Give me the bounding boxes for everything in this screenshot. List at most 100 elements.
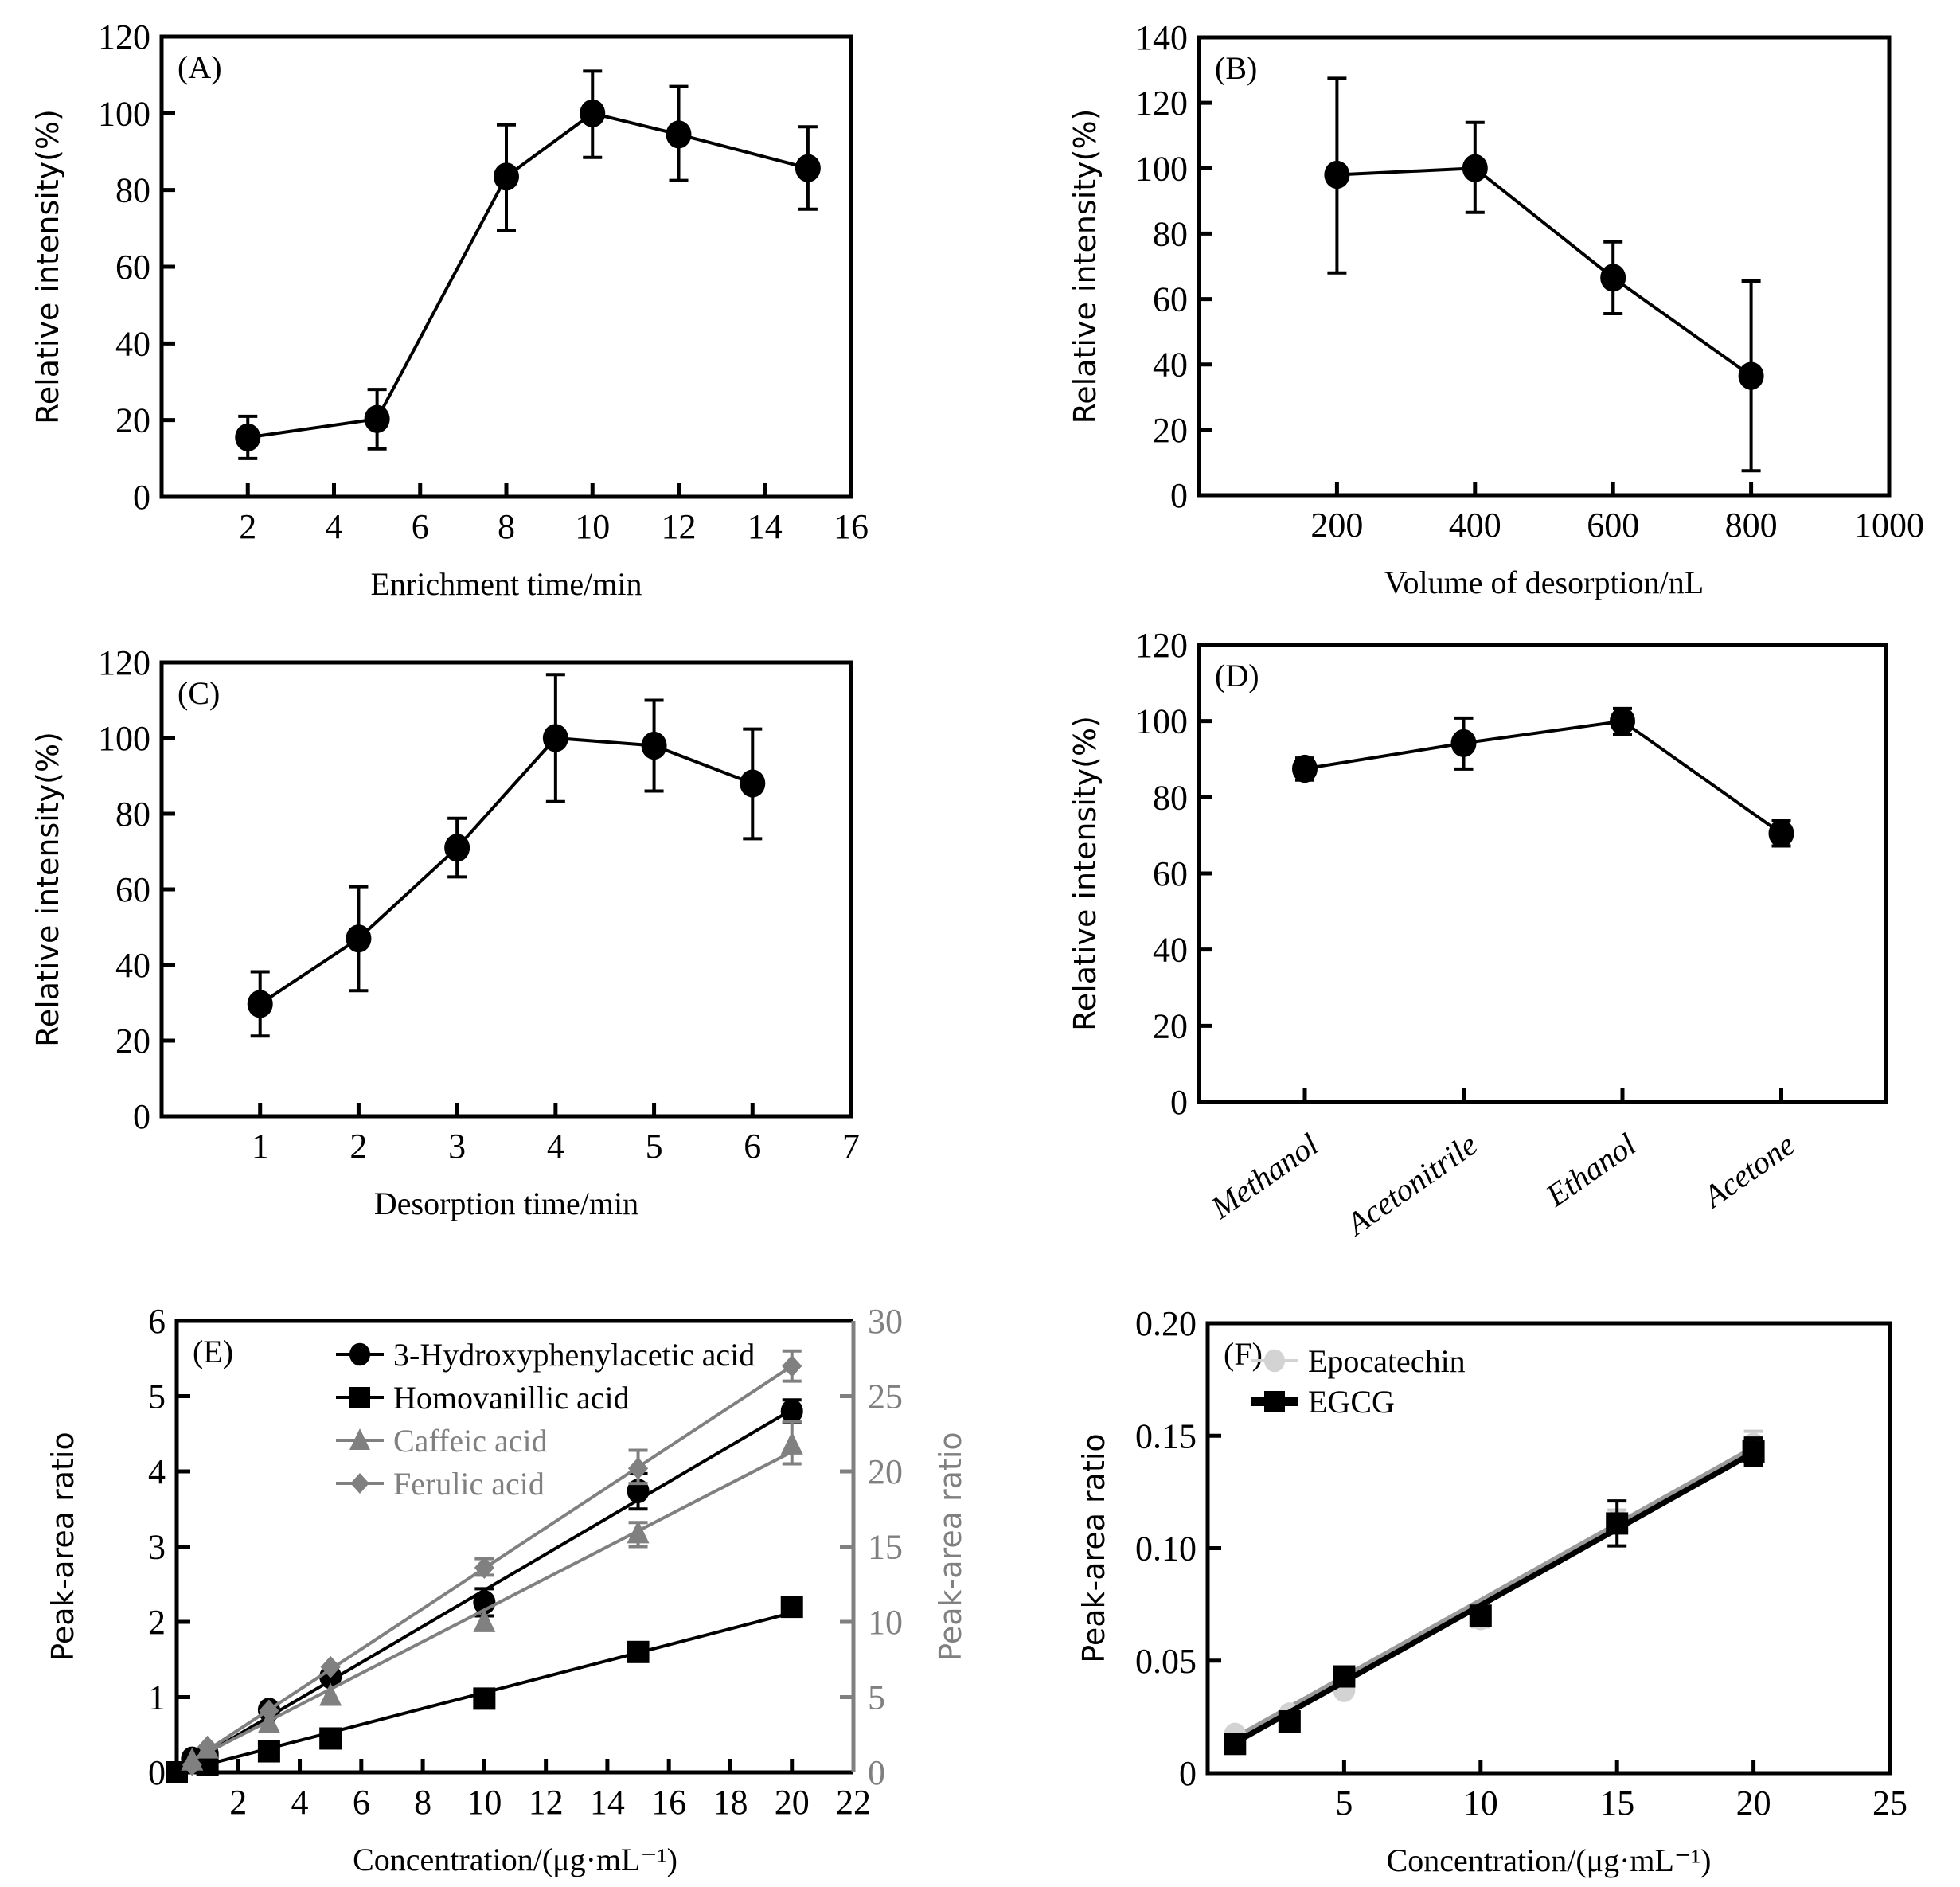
data-point (542, 724, 568, 752)
x-category-label: Acetone (1695, 1127, 1802, 1216)
data-point (444, 834, 470, 862)
legend-label: Homovanillic acid (393, 1380, 630, 1416)
y-tick-label: 40 (115, 324, 150, 363)
x-tick-label: 10 (575, 507, 610, 546)
x-axis-title: Volume of desorption/nL (1384, 565, 1704, 600)
x-tick-label: 4 (547, 1127, 564, 1166)
x-axis-title: Concentration/(μg·mL⁻¹) (1387, 1842, 1712, 1878)
x-axis-title: Concentration/(μg·mL⁻¹) (353, 1842, 677, 1877)
panel-label: (E) (193, 1334, 233, 1369)
y-tick-label: 3 (148, 1528, 166, 1567)
x-axis-title: Enrichment time/min (370, 566, 642, 602)
y-tick-label: 120 (1135, 84, 1188, 123)
legend-item: EGCG (1251, 1384, 1395, 1420)
y-tick-label: 0.20 (1135, 1304, 1197, 1343)
right-y-tick-label: 5 (868, 1678, 885, 1717)
series-line (247, 111, 809, 440)
series-ferulic-acid (182, 1349, 802, 1776)
data-point (182, 1753, 202, 1776)
fit-line (191, 1365, 793, 1762)
x-tick-label: 6 (412, 507, 429, 546)
panel-label: (F) (1224, 1336, 1263, 1372)
legend-label: Ferulic acid (393, 1466, 545, 1502)
data-point (666, 120, 692, 149)
data-point (1292, 754, 1318, 783)
data-point (782, 1354, 802, 1377)
panel-f: 0 0.05 0.10 0.15 0.20 5 10 15 20 25 Concentration/… (1076, 1304, 1907, 1878)
y-axis-title: Relative intensity(%) (30, 109, 65, 424)
plot-frame (1197, 643, 1888, 1104)
data-point (1450, 729, 1477, 758)
series-egcg (1224, 1436, 1765, 1756)
x-tick-label: 10 (1463, 1783, 1498, 1823)
y-tick-label: 20 (1153, 411, 1188, 450)
x-tick-label: 4 (291, 1783, 309, 1822)
y-tick-label: 100 (1135, 149, 1188, 188)
y-tick-label: 100 (98, 94, 150, 133)
x-tick-label: 5 (1335, 1783, 1353, 1823)
x-tick-label: 22 (836, 1783, 871, 1822)
data-point (494, 162, 519, 191)
legend-item: Ferulic acid (336, 1466, 545, 1502)
x-tick-label: 14 (748, 507, 783, 546)
legend-marker (350, 1473, 369, 1494)
x-tick-label: 1000 (1854, 506, 1924, 545)
y-tick-label: 0.15 (1135, 1416, 1197, 1455)
data-point (1600, 264, 1626, 292)
legend-item: Caffeic acid (336, 1423, 548, 1459)
fit-line (191, 1450, 793, 1762)
data-point (780, 1399, 803, 1424)
y-tick-label: 60 (1153, 280, 1188, 319)
data-point (473, 1687, 496, 1710)
right-y-tick-label: 10 (868, 1603, 903, 1642)
legend-item: 3-Hydroxyphenylacetic acid (336, 1337, 755, 1373)
x-tick-label: 4 (326, 507, 343, 546)
data-point (235, 423, 261, 451)
y-tick-label: 20 (1153, 1006, 1188, 1045)
series-line (259, 736, 754, 1006)
x-tick-label: 20 (775, 1783, 810, 1822)
series-homovanillic-acid (166, 1596, 803, 1783)
data-point (1606, 1512, 1629, 1535)
x-tick-label: 200 (1310, 506, 1363, 545)
data-point (1768, 819, 1794, 848)
x-tick-label: 6 (353, 1783, 370, 1822)
series-relative-intensity (1324, 76, 1764, 473)
y-axis-title: Peak-area ratio (1076, 1433, 1111, 1662)
series-line (1304, 719, 1782, 835)
panel-a: 0 20 40 60 80 100 120 2 4 6 8 10 12 14 16 Enrichment ti… (30, 18, 869, 602)
panel-label: (A) (178, 49, 222, 85)
data-point (1742, 1440, 1765, 1463)
x-tick-label: 7 (842, 1127, 860, 1166)
panel-label: (C) (178, 675, 220, 711)
x-tick-label: 12 (662, 507, 697, 546)
x-tick-label: 6 (744, 1127, 761, 1166)
x-tick-label: 8 (414, 1783, 431, 1822)
legend-item: Epocatechin (1251, 1343, 1466, 1379)
data-point (1224, 1733, 1247, 1756)
y-tick-label: 60 (1153, 854, 1188, 893)
x-tick-label: 16 (834, 507, 869, 546)
plot-frame (159, 34, 853, 499)
legend-item: Homovanillic acid (336, 1380, 630, 1416)
data-point (247, 990, 273, 1018)
data-point (319, 1682, 342, 1706)
x-tick-label: 400 (1449, 506, 1501, 545)
legend-marker (349, 1342, 370, 1366)
y-tick-label: 80 (1153, 214, 1188, 253)
y-tick-label: 4 (148, 1452, 166, 1491)
x-tick-label: 5 (646, 1127, 663, 1166)
y-axis-title: Relative intensity(%) (1068, 109, 1103, 424)
panel-d: 0 20 40 60 80 100 120 Methanol Acetonitrile Ethan… (1068, 626, 1888, 1243)
y-tick-label: 100 (98, 719, 150, 758)
legend-label: Epocatechin (1308, 1343, 1466, 1379)
legend-marker (349, 1387, 370, 1408)
data-point (627, 1640, 650, 1663)
x-tick-label: 600 (1587, 506, 1639, 545)
y-tick-label: 1 (148, 1678, 166, 1717)
y-tick-label: 0.05 (1135, 1642, 1197, 1681)
data-point (1469, 1604, 1492, 1627)
x-tick-label: 14 (590, 1783, 625, 1822)
y-tick-label: 20 (115, 401, 150, 440)
series-epocatechin (1224, 1429, 1765, 1748)
